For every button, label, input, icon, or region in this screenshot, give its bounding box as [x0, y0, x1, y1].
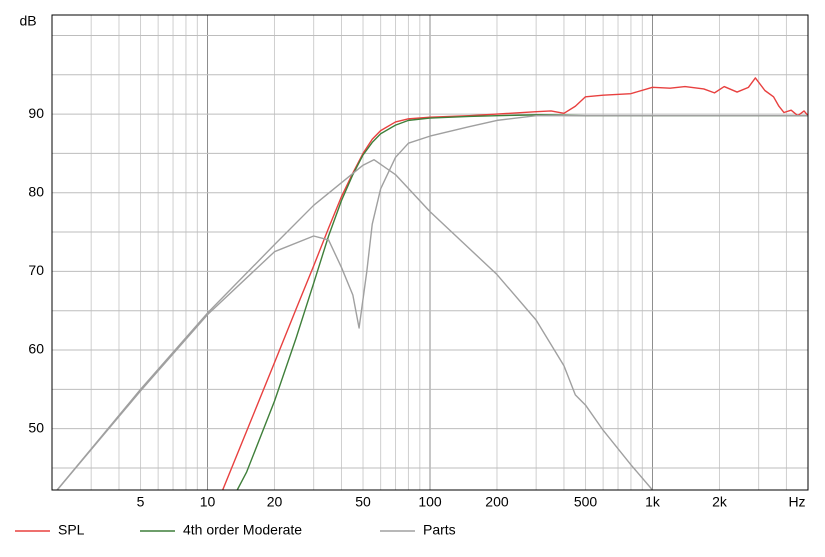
series-line [236, 114, 808, 490]
x-tick-label: 1k [645, 494, 661, 510]
y-tick-label: 90 [28, 105, 44, 121]
y-tick-label: 80 [28, 183, 44, 199]
x-tick-label: 20 [267, 494, 283, 510]
y-tick-label: 60 [28, 341, 44, 357]
x-tick-label: 50 [355, 494, 371, 510]
series-line [222, 77, 808, 490]
legend: SPL 4th order Moderate Parts [15, 522, 456, 538]
legend-label: 4th order Moderate [183, 522, 302, 538]
x-tick-label: 100 [418, 494, 442, 510]
series-line [56, 114, 808, 490]
plot [56, 77, 808, 490]
x-tick-label: 5 [137, 494, 145, 510]
labels: 5 10 20 50 100 200 500 1k 2k 50 60 70 80 90 [28, 105, 727, 510]
x-tick-label: 500 [574, 494, 598, 510]
x-tick-label: 200 [485, 494, 509, 510]
plot-frame [51, 14, 809, 491]
y-tick-label: 70 [28, 262, 44, 278]
legend-label: Parts [423, 522, 456, 538]
series-line [56, 159, 654, 490]
x-tick-label: 2k [712, 494, 728, 510]
y-axis-label: dB [19, 13, 36, 29]
grid [51, 15, 809, 490]
y-tick-label: 50 [28, 419, 44, 435]
legend-label: SPL [58, 522, 85, 538]
x-axis-label: Hz [788, 494, 805, 510]
x-tick-label: 10 [200, 494, 216, 510]
